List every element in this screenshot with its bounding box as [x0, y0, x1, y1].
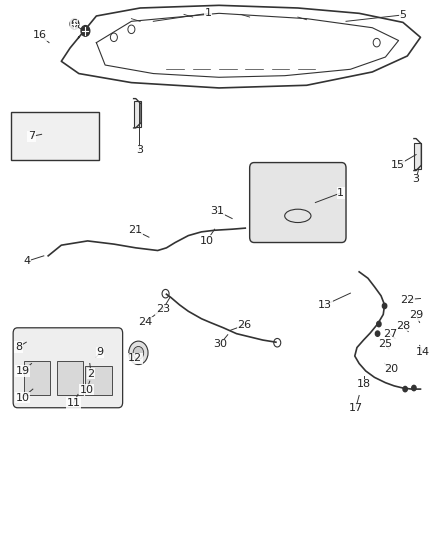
Text: 3: 3 — [413, 174, 420, 184]
Text: 8: 8 — [15, 342, 22, 352]
Text: 13: 13 — [318, 300, 332, 310]
Text: 4: 4 — [24, 256, 31, 266]
Circle shape — [133, 346, 144, 359]
Circle shape — [81, 26, 90, 36]
Text: 23: 23 — [156, 304, 170, 314]
Text: 11: 11 — [67, 398, 81, 408]
Text: 6: 6 — [70, 19, 77, 29]
Text: 14: 14 — [416, 347, 430, 357]
Text: 16: 16 — [33, 30, 47, 40]
Text: 1: 1 — [337, 188, 344, 198]
Text: 18: 18 — [357, 379, 371, 389]
Text: 10: 10 — [200, 236, 214, 246]
Text: 22: 22 — [400, 295, 414, 304]
Text: 26: 26 — [237, 320, 251, 330]
Circle shape — [129, 341, 148, 365]
Text: 7: 7 — [28, 132, 35, 141]
Text: 29: 29 — [409, 310, 423, 320]
Text: 15: 15 — [391, 160, 405, 170]
Bar — [57, 361, 83, 395]
Text: 19: 19 — [16, 366, 30, 376]
Text: 27: 27 — [383, 329, 397, 338]
Bar — [24, 361, 50, 395]
Circle shape — [403, 386, 407, 392]
Text: 21: 21 — [128, 225, 142, 235]
Bar — [11, 112, 99, 160]
Text: 17: 17 — [349, 403, 363, 413]
Text: 20: 20 — [384, 364, 398, 374]
Text: 31: 31 — [210, 206, 224, 216]
FancyBboxPatch shape — [250, 163, 346, 243]
Circle shape — [377, 321, 381, 327]
Circle shape — [70, 19, 79, 29]
Text: 10: 10 — [80, 385, 94, 394]
Text: 9: 9 — [96, 348, 103, 357]
Text: 12: 12 — [128, 353, 142, 363]
Text: 3: 3 — [136, 146, 143, 155]
Text: 30: 30 — [213, 340, 227, 349]
Text: 25: 25 — [378, 340, 392, 349]
Circle shape — [375, 331, 380, 336]
Text: 2: 2 — [88, 369, 95, 378]
Text: 24: 24 — [138, 318, 152, 327]
Circle shape — [382, 303, 387, 309]
FancyBboxPatch shape — [13, 328, 123, 408]
Text: 10: 10 — [16, 393, 30, 402]
Text: 28: 28 — [396, 321, 410, 330]
Text: 5: 5 — [399, 10, 406, 20]
Bar — [85, 366, 112, 395]
Bar — [134, 101, 141, 127]
Circle shape — [412, 385, 416, 391]
Text: 1: 1 — [205, 9, 212, 18]
Bar — [414, 143, 421, 169]
